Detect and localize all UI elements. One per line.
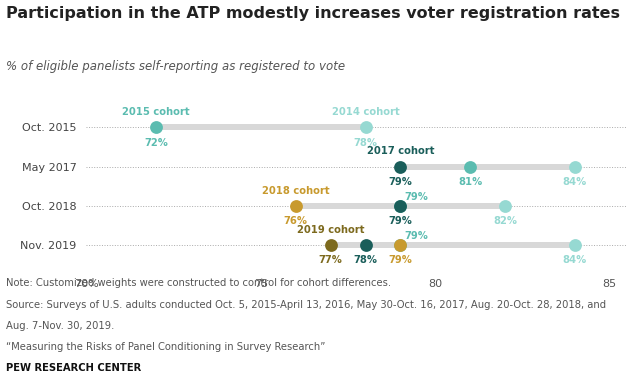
Point [360,242,371,248]
Text: 2014 cohort: 2014 cohort [332,107,399,117]
Bar [156,124,365,130]
Point [326,242,336,248]
Text: “Measuring the Risks of Panel Conditioning in Survey Research”: “Measuring the Risks of Panel Conditioni… [6,342,326,352]
Point [360,124,371,131]
Text: 72%: 72% [144,137,168,147]
Text: Note: Customized weights were constructed to control for cohort differences.: Note: Customized weights were constructe… [6,278,392,288]
Text: % of eligible panelists self-reporting as registered to vote: % of eligible panelists self-reporting a… [6,60,346,73]
Text: 79%: 79% [388,255,412,265]
Text: 79%: 79% [404,192,428,202]
Text: Participation in the ATP modestly increases voter registration rates: Participation in the ATP modestly increa… [6,6,620,21]
Text: 77%: 77% [319,255,342,265]
Point [151,124,161,131]
Bar [401,164,575,170]
Text: 78%: 78% [353,255,378,265]
Bar [296,203,505,209]
Text: Aug. 7-Nov. 30, 2019.: Aug. 7-Nov. 30, 2019. [6,321,115,331]
Bar [331,242,575,248]
Text: 76%: 76% [284,216,308,226]
Point [396,203,406,209]
Text: 79%: 79% [388,177,412,187]
Point [570,242,580,248]
Text: Source: Surveys of U.S. adults conducted Oct. 5, 2015-April 13, 2016, May 30-Oct: Source: Surveys of U.S. adults conducted… [6,300,607,310]
Text: 2017 cohort: 2017 cohort [367,146,434,156]
Text: 79%: 79% [388,216,412,226]
Point [291,203,301,209]
Text: 2018 cohort: 2018 cohort [262,186,330,196]
Point [396,242,406,248]
Point [570,164,580,170]
Text: 84%: 84% [563,177,587,187]
Text: 79%: 79% [404,231,428,241]
Text: 82%: 82% [493,216,517,226]
Point [500,203,510,209]
Point [465,164,476,170]
Point [396,242,406,248]
Text: 78%: 78% [353,137,378,147]
Text: 84%: 84% [563,255,587,265]
Text: PEW RESEARCH CENTER: PEW RESEARCH CENTER [6,363,141,373]
Text: 2019 cohort: 2019 cohort [297,225,364,235]
Point [396,203,406,209]
Point [396,164,406,170]
Text: 81%: 81% [458,177,483,187]
Text: 2015 cohort: 2015 cohort [122,107,190,117]
